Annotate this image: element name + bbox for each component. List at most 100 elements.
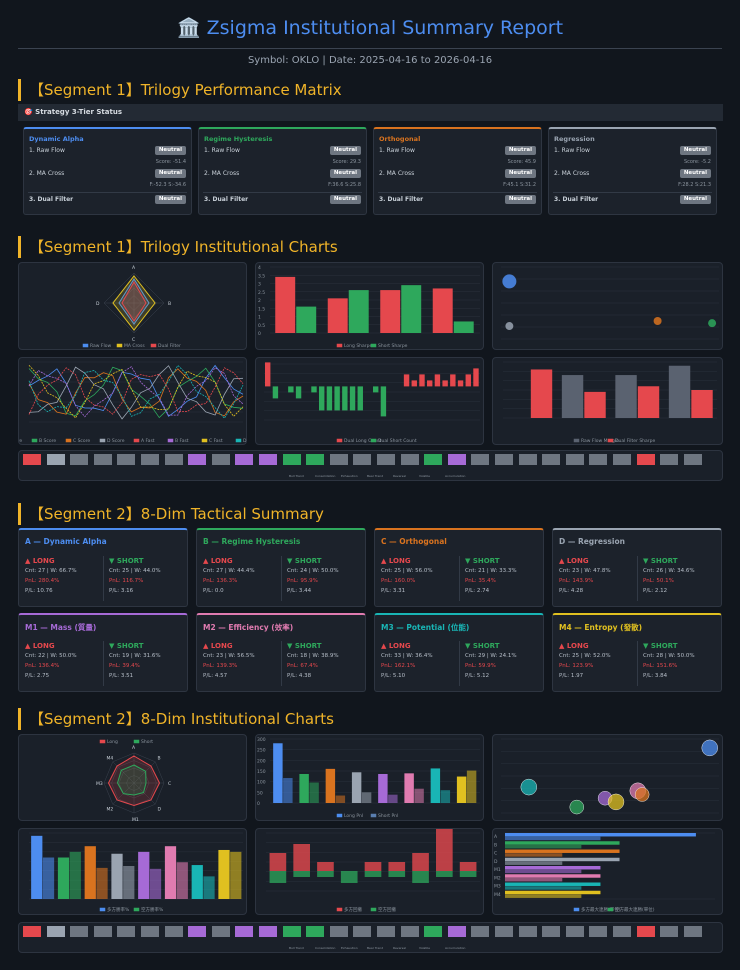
legend-label: Short Sharpe bbox=[378, 343, 408, 349]
legend-swatch bbox=[133, 739, 140, 744]
dim-card-name: A — Dynamic Alpha bbox=[25, 537, 107, 546]
bubble-point bbox=[701, 739, 718, 757]
tier-divider bbox=[203, 192, 362, 193]
signal-cell bbox=[518, 926, 537, 937]
legend-swatch bbox=[150, 343, 157, 348]
drawdown-panel: 多方回撤 空方回撤 bbox=[255, 826, 484, 915]
winrate-bar bbox=[230, 851, 242, 899]
dim-card-name: D — Regression bbox=[559, 537, 625, 546]
signal-legend-item: Reversal bbox=[393, 474, 406, 478]
signal-legend-item: Reversal bbox=[393, 946, 406, 950]
short-label: ▼ SHORT bbox=[109, 557, 144, 565]
short-count: Cnt: 18 | W: 38.9% bbox=[287, 653, 339, 659]
legend-label: Long Sharpe bbox=[344, 343, 372, 349]
radar-axis-label: B bbox=[157, 756, 160, 762]
tier-score: F:36.6 S:25.8 bbox=[328, 182, 361, 188]
signal-cell bbox=[282, 454, 301, 465]
signal-cell bbox=[117, 926, 136, 937]
signal-cell bbox=[471, 926, 490, 937]
signal-cell bbox=[377, 926, 395, 937]
legend-label: D Score bbox=[107, 438, 125, 444]
tier-card-name: Regime Hysteresis bbox=[204, 135, 273, 143]
pnl-bar bbox=[299, 773, 309, 803]
streak-bar bbox=[505, 882, 601, 886]
streak-bar bbox=[505, 836, 601, 841]
legend-label: Dual Filter bbox=[158, 343, 181, 349]
tier-row-label: 3. Dual Filter bbox=[29, 196, 74, 203]
radar-series bbox=[121, 280, 147, 322]
long-ratio: P/L: 4.57 bbox=[203, 673, 228, 679]
legend-swatch bbox=[201, 438, 208, 443]
dim-card-name: M2 — Efficiency (效率) bbox=[203, 623, 294, 632]
legend-swatch bbox=[607, 907, 614, 912]
tier-row: 1. Raw Flow Neutral bbox=[199, 145, 366, 156]
winrate-bar-chart: 多方勝率% 空方勝率% bbox=[29, 832, 243, 913]
legend-swatch bbox=[370, 813, 377, 818]
signal-cell bbox=[613, 926, 631, 937]
sharpe-bar bbox=[401, 285, 422, 333]
tier-card: Regime Hysteresis 1. Raw Flow Neutral Score… bbox=[198, 127, 367, 215]
y-category: B bbox=[494, 842, 497, 848]
card-divider bbox=[103, 641, 104, 686]
long-stats: ▲ LONG Cnt: 33 | W: 36.4% PnL: 162.1% P/L: … bbox=[381, 641, 459, 681]
drawdown-bar-long bbox=[293, 844, 310, 871]
long-stats: ▲ LONG Cnt: 23 | W: 56.5% PnL: 139.3% P/L: … bbox=[203, 641, 281, 681]
winrate-bar bbox=[111, 853, 123, 899]
y-tick: 100 bbox=[257, 780, 266, 786]
tier-card: Dynamic Alpha 1. Raw Flow Neutral Score: -5… bbox=[23, 127, 192, 215]
signal-cell bbox=[70, 926, 89, 937]
drawdown-bar-short bbox=[317, 871, 334, 877]
report-title: 🏛️ Zsigma Institutional Summary Report bbox=[176, 17, 564, 39]
long-count: Cnt: 33 | W: 36.4% bbox=[381, 653, 433, 659]
long-stats: ▲ LONG Cnt: 27 | W: 66.7% PnL: 280.4% P/L: … bbox=[25, 556, 103, 596]
signal-cell bbox=[660, 454, 679, 465]
radar-axis bbox=[133, 761, 156, 784]
count-bar bbox=[265, 362, 271, 387]
y-tick: 4 bbox=[258, 265, 261, 271]
radar-axis bbox=[112, 761, 135, 784]
drawdown-bar-short bbox=[436, 871, 453, 877]
short-count: Cnt: 29 | W: 24.1% bbox=[465, 653, 517, 659]
tier-row: 1. Raw Flow Neutral bbox=[549, 145, 716, 156]
score-line-panel: A Score B Score C Score D Score A Fast B Fast… bbox=[0, 357, 257, 445]
signal-cell bbox=[683, 454, 702, 465]
count-bar bbox=[450, 374, 456, 387]
tier-row-label: 2. MA Cross bbox=[29, 170, 65, 177]
legend-swatch bbox=[167, 438, 174, 443]
count-bar bbox=[434, 374, 441, 387]
legend-swatch bbox=[336, 907, 343, 912]
score-line-chart: A Score B Score C Score D Score A Fast B Fast… bbox=[0, 361, 257, 444]
segment-2-heading: 【Segment 1】Trilogy Institutional Charts bbox=[18, 236, 723, 258]
tier-row-label: 2. MA Cross bbox=[204, 170, 240, 177]
legend-label: A Fast bbox=[141, 438, 155, 444]
signal-cell bbox=[329, 926, 348, 937]
drawdown-bar-short bbox=[340, 871, 358, 883]
radar-axis-label: C bbox=[168, 781, 171, 787]
count-bar bbox=[288, 386, 294, 393]
signal-cell bbox=[141, 926, 159, 937]
y-tick: 1 bbox=[258, 315, 261, 321]
streak-bar bbox=[505, 877, 563, 882]
count-bar bbox=[457, 380, 464, 387]
signal-legend-item: Accumulation bbox=[445, 946, 466, 950]
long-stats: ▲ LONG Cnt: 25 | W: 56.0% PnL: 160.0% P/L: … bbox=[381, 556, 459, 596]
pnl-bar bbox=[335, 795, 346, 803]
legend-label: Short bbox=[141, 739, 153, 745]
y-category: M1 bbox=[494, 867, 501, 873]
long-label: ▲ LONG bbox=[381, 557, 411, 565]
legend-label: Dual Long Count bbox=[344, 438, 382, 444]
signal-cell bbox=[259, 926, 277, 937]
y-tick: 50 bbox=[257, 790, 263, 796]
signal-cell bbox=[377, 454, 395, 465]
y-tick: 1.5 bbox=[258, 306, 265, 312]
short-pnl: PnL: 50.1% bbox=[643, 578, 674, 584]
tier-row: 3. Dual Filter Neutral bbox=[374, 194, 541, 205]
streak-bar bbox=[505, 866, 601, 870]
radar-axis-label: M4 bbox=[107, 756, 114, 762]
segment-1-heading: 【Segment 1】Trilogy Performance Matrix bbox=[18, 79, 723, 101]
long-count: Cnt: 23 | W: 56.5% bbox=[203, 653, 255, 659]
short-pnl: PnL: 67.4% bbox=[287, 663, 318, 669]
y-tick: 200 bbox=[257, 758, 266, 764]
card-divider bbox=[281, 641, 282, 686]
